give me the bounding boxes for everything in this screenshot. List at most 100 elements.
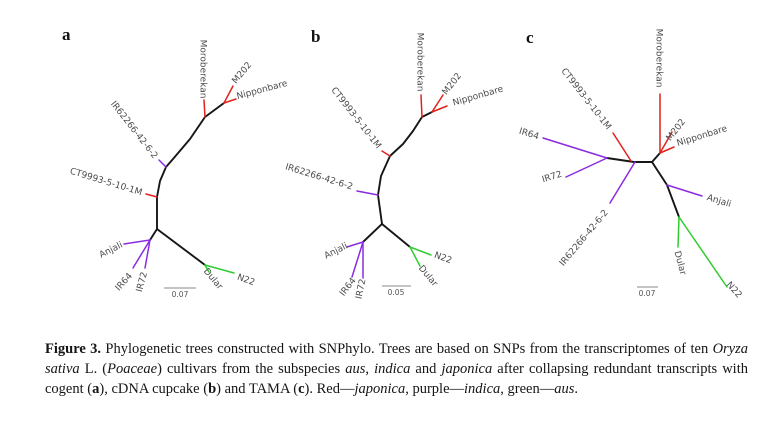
caption-segment: ) cultivars from the subspecies [157, 360, 346, 377]
branch-ir62266-42-6-2 [158, 159, 167, 168]
branch-ir72 [565, 157, 608, 178]
branch-ct9993-5-10-1m [145, 193, 158, 198]
caption-segment: ) and TAMA ( [216, 380, 299, 397]
tip-label-n22: N22 [236, 273, 257, 289]
caption-segment: after collapsing redundant transcripts w… [45, 360, 748, 397]
branch-spine [149, 228, 158, 241]
caption-segment: Oryza sativa [45, 340, 749, 377]
branch-dular [409, 246, 421, 267]
branch-m202 [659, 131, 673, 154]
caption-segment: , green— [500, 380, 555, 397]
caption-segment: japonica [354, 380, 406, 397]
tip-label-ir72: IR72 [135, 271, 150, 293]
tip-label-n22: N22 [433, 251, 454, 267]
branch-anjali [666, 184, 703, 197]
caption-segment: aus [554, 380, 575, 397]
tip-label-moroberekan: Moroberekan [415, 33, 425, 92]
figure-caption: Figure 3. Phylogenetic trees constructed… [45, 339, 748, 399]
branch-spine [156, 228, 206, 266]
tip-label-anjali: Anjali [98, 240, 125, 260]
panel-letter-b: b [311, 27, 320, 46]
caption-segment: c [298, 380, 305, 397]
branch-m202 [223, 85, 234, 104]
caption-segment: Figure 3. [45, 340, 102, 357]
caption-segment: ), cDNA cupcake ( [99, 380, 209, 397]
tip-label-ir62266-42-6-2: IR62266-42-6-2 [558, 208, 611, 268]
tip-label-dular: Dular [416, 264, 440, 289]
tip-label-ir62266-42-6-2: IR62266-42-6-2 [284, 162, 354, 192]
caption-segment: b [208, 380, 217, 397]
caption-segment: and [410, 360, 442, 377]
branch-spine [606, 157, 653, 163]
tip-label-ir62266-42-6-2: IR62266-42-6-2 [108, 100, 159, 161]
tip-label-m202: M202 [231, 61, 255, 87]
branch-ir62266-42-6-2 [609, 161, 636, 204]
caption-segment: japonica [441, 360, 493, 377]
caption-segment: indica [464, 380, 501, 397]
tip-label-dular: Dular [201, 267, 225, 292]
branch-ct9993-5-10-1m [612, 132, 632, 162]
branch-ir72 [144, 239, 151, 269]
tip-label-m202: M202 [441, 71, 464, 97]
caption-segment: ). Red— [304, 380, 355, 397]
tip-label-moroberekan: Moroberekan [198, 40, 208, 99]
caption-segment: a [92, 380, 100, 397]
tip-label-moroberekan: Moroberekan [654, 29, 664, 88]
caption-segment: Phylogenetic trees constructed with SNPh… [101, 340, 713, 357]
tip-label-ct9993-5-10-1m: CT9993-5-10-1M [68, 167, 143, 199]
phylo-tree-c: c MoroberekanM202NipponbareCT9993-5-10-1M… [518, 28, 744, 300]
tip-label-n22: N22 [724, 280, 744, 300]
panel-letter-c: c [526, 28, 534, 47]
branch-m202 [431, 94, 444, 113]
caption-segment: , purple— [405, 380, 465, 397]
tip-label-ct9993-5-10-1m: CT9993-5-10-1M [329, 86, 383, 151]
branch-moroberekan [420, 94, 423, 118]
branch-anjali [123, 239, 151, 245]
caption-segment: indica [374, 360, 411, 377]
panel-letter-a: a [62, 25, 71, 44]
caption-segment: Poaceae [107, 360, 158, 377]
scale-value-c: 0.07 [639, 289, 656, 298]
branch-ir64 [132, 239, 151, 269]
branch-nipponbare [659, 146, 675, 154]
branch-spine [377, 111, 433, 225]
caption-segment: aus [345, 360, 366, 377]
tip-label-ir72: IR72 [541, 170, 563, 186]
tip-label-ir64: IR64 [518, 127, 541, 143]
scale-value-a: 0.07 [172, 290, 189, 299]
branch-spine [651, 161, 680, 218]
tip-label-ir64: IR64 [114, 271, 135, 293]
caption-segment: , [365, 360, 375, 377]
branch-n22 [204, 264, 235, 274]
branch-n22 [409, 246, 432, 256]
tip-label-anjali: Anjali [705, 193, 732, 210]
scale-value-b: 0.05 [388, 288, 405, 297]
caption-segment: L. ( [79, 360, 108, 377]
branch-spine [362, 223, 383, 243]
branch-dular [204, 264, 210, 273]
branch-moroberekan [203, 99, 206, 118]
tip-label-anjali: Anjali [323, 241, 350, 261]
tip-label-nipponbare: Nipponbare [452, 84, 505, 108]
branch-nipponbare [223, 98, 237, 104]
branch-anjali [346, 241, 364, 248]
branch-spine [156, 102, 225, 230]
tip-label-dular: Dular [672, 250, 688, 276]
branch-ir62266-42-6-2 [356, 190, 379, 196]
caption-segment: . [574, 380, 578, 397]
tip-label-nipponbare: Nipponbare [236, 79, 289, 102]
branch-dular [677, 216, 680, 248]
branch-ir64 [351, 241, 364, 278]
tip-label-ct9993-5-10-1m: CT9993-5-10-1M [559, 67, 613, 132]
branch-n22 [678, 216, 728, 288]
branch-spine [651, 152, 661, 163]
branch-ct9993-5-10-1m [381, 150, 391, 157]
branch-spine [381, 223, 411, 248]
branch-ir64 [542, 137, 608, 159]
tip-label-ir72: IR72 [354, 278, 368, 300]
branch-nipponbare [431, 105, 448, 113]
